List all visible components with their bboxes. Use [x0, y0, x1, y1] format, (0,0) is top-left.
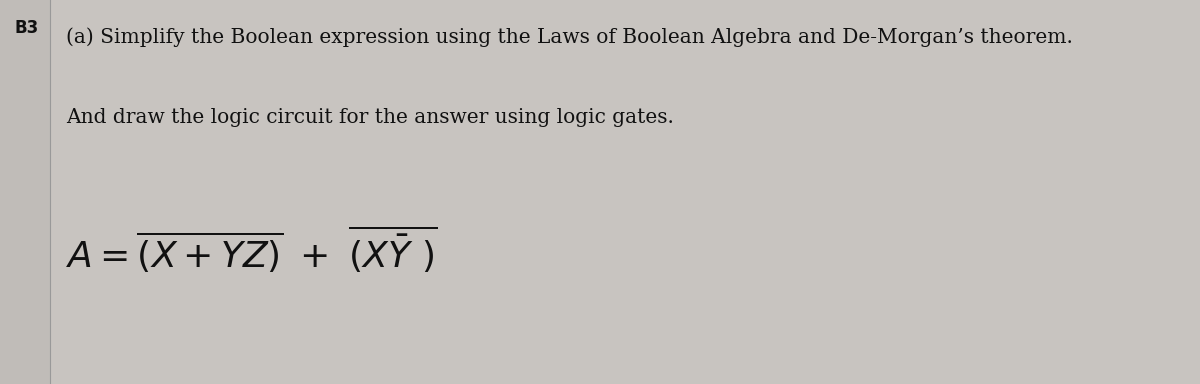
Text: $A = \overline{(X + YZ)}\ +\ \overline{(X\bar{Y}\ )}$: $A = \overline{(X + YZ)}\ +\ \overline{(… — [66, 223, 438, 275]
Text: B3: B3 — [14, 19, 38, 37]
Text: And draw the logic circuit for the answer using logic gates.: And draw the logic circuit for the answe… — [66, 108, 674, 126]
Bar — [0, 0, 50, 384]
Text: (a) Simplify the Boolean expression using the Laws of Boolean Algebra and De-Mor: (a) Simplify the Boolean expression usin… — [66, 27, 1073, 46]
